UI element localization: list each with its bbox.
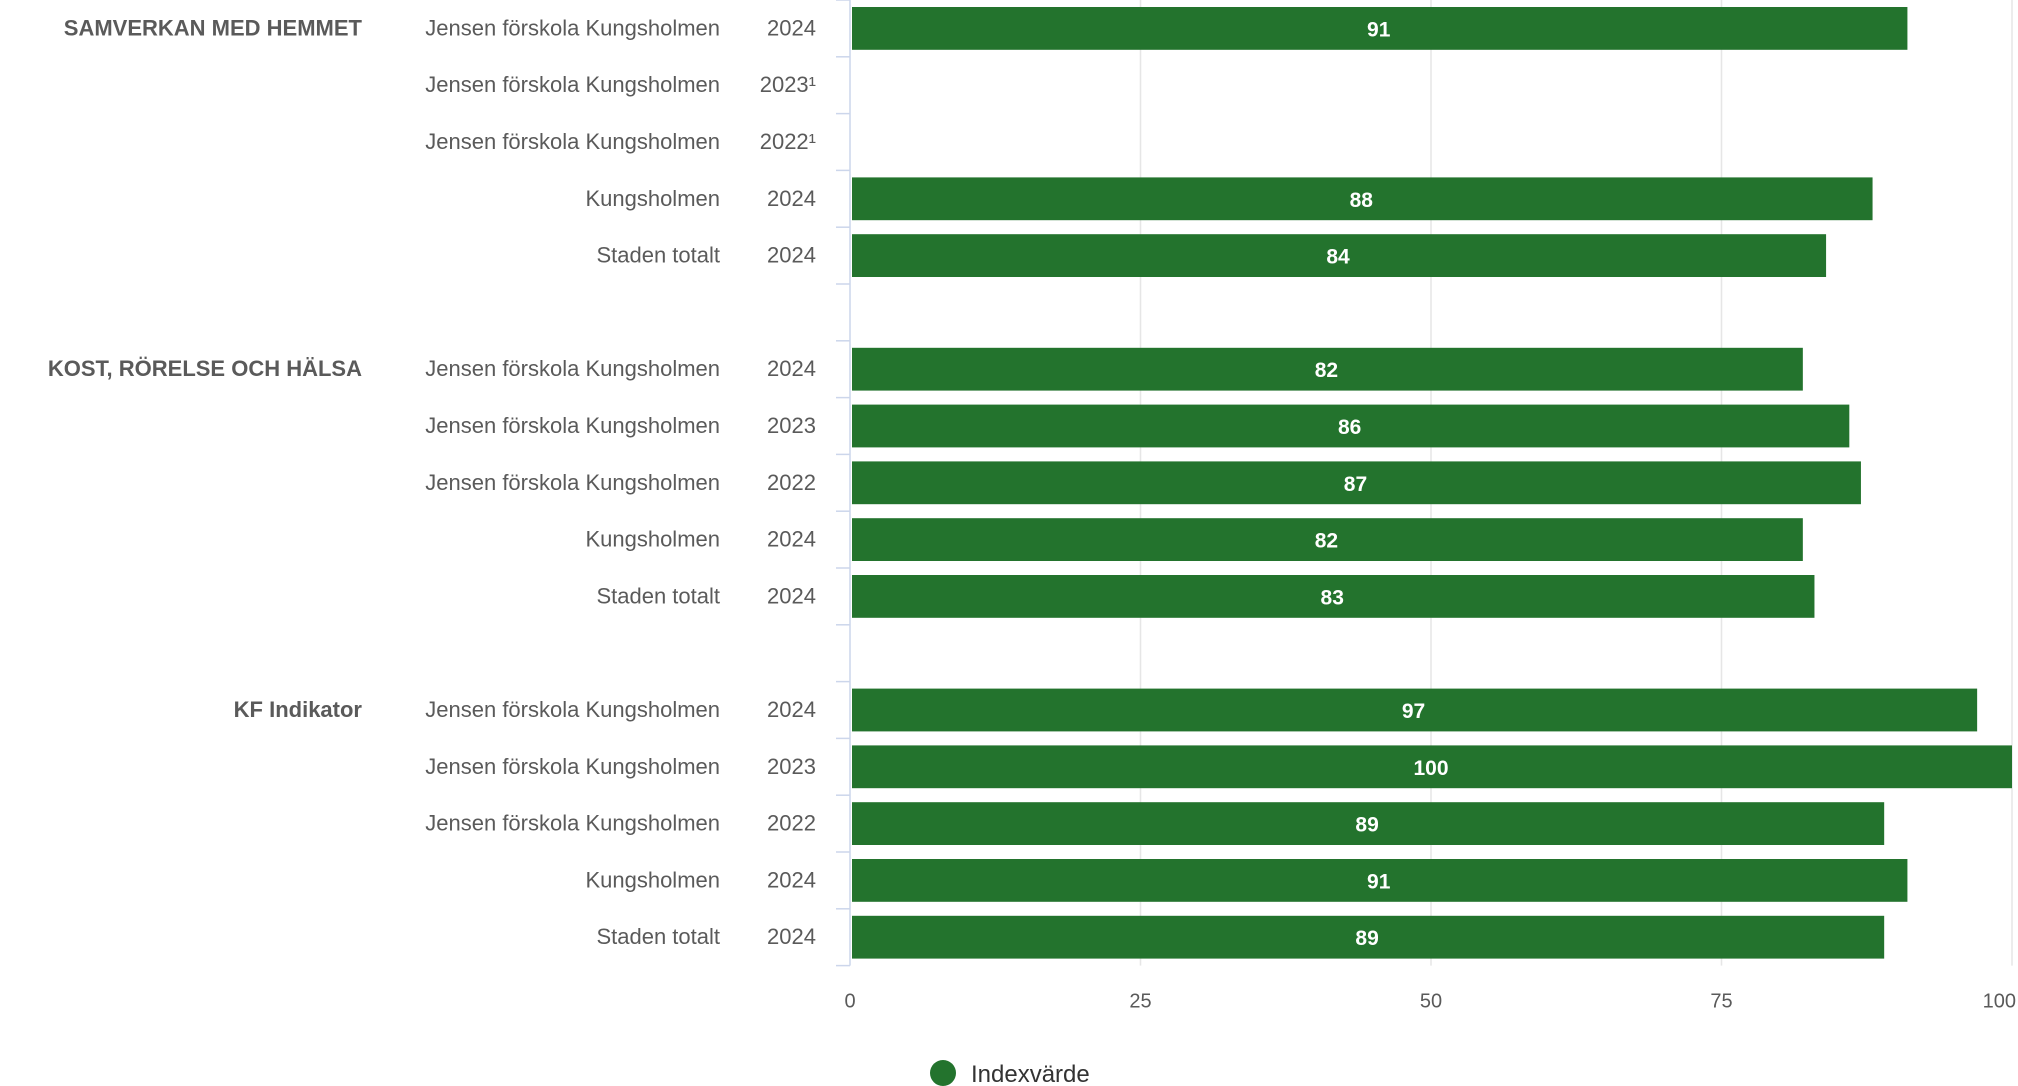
group-label: KOST, RÖRELSE OCH HÄLSA [48, 356, 362, 381]
category-label: Kungsholmen [585, 186, 720, 211]
category-label: Staden totalt [596, 243, 720, 268]
year-label: 2023 [767, 413, 816, 438]
x-axis-ticks: 0 25 50 75 100 [844, 991, 2016, 1013]
category-label: Staden totalt [596, 583, 720, 608]
year-label: 2023 [767, 754, 816, 779]
group-label: KF Indikator [234, 697, 363, 722]
data-label: 84 [1326, 246, 1350, 269]
bar[interactable] [852, 575, 1815, 618]
category-label: Jensen förskola Kungsholmen [425, 697, 720, 722]
category-label: Jensen förskola Kungsholmen [425, 413, 720, 438]
legend-label[interactable]: Indexvärde [971, 1061, 1090, 1086]
year-label: 2024 [767, 527, 816, 552]
year-label: 2024 [767, 924, 816, 949]
data-label: 82 [1315, 530, 1338, 553]
data-label: 100 [1413, 757, 1448, 780]
category-label: Staden totalt [596, 924, 720, 949]
category-label: Kungsholmen [585, 527, 720, 552]
category-labels: 2024 Jensen förskola Kungsholmen SAMVERKAN… [48, 15, 816, 949]
bar[interactable] [852, 177, 1873, 221]
data-label: 88 [1350, 189, 1374, 212]
bar[interactable] [852, 347, 1803, 391]
data-label: 82 [1315, 359, 1338, 382]
tick-label: 50 [1420, 991, 1442, 1013]
year-label: 2024 [767, 356, 816, 381]
data-label: 87 [1344, 473, 1367, 496]
year-label: 2024 [767, 867, 816, 892]
year-label: 2022¹ [760, 129, 816, 154]
data-label: 91 [1367, 870, 1391, 893]
category-label: Jensen förskola Kungsholmen [425, 15, 720, 40]
legend-marker[interactable] [930, 1060, 956, 1086]
bar[interactable] [852, 234, 1827, 277]
bar[interactable] [852, 404, 1850, 448]
bar[interactable] [852, 7, 1908, 50]
data-label: 91 [1367, 18, 1391, 41]
data-label: 89 [1355, 814, 1378, 837]
data-label: 83 [1321, 586, 1344, 609]
category-label: Jensen förskola Kungsholmen [425, 356, 720, 381]
category-label: Jensen förskola Kungsholmen [425, 129, 720, 154]
bar[interactable] [852, 688, 1978, 732]
bar[interactable] [852, 915, 1885, 959]
year-label: 2024 [767, 243, 816, 268]
bar[interactable] [852, 461, 1861, 505]
bars: 91 88 84 82 86 87 82 83 97 100 89 91 89 [852, 7, 2012, 959]
tick-label: 100 [1983, 991, 2016, 1013]
legend[interactable]: Indexvärde [930, 1060, 1090, 1086]
year-label: 2022 [767, 470, 816, 495]
year-label: 2022 [767, 811, 816, 836]
group-label: SAMVERKAN MED HEMMET [64, 15, 363, 40]
tick-label: 0 [844, 991, 855, 1013]
category-label: Jensen förskola Kungsholmen [425, 72, 720, 97]
year-label: 2024 [767, 186, 816, 211]
year-label: 2023¹ [760, 72, 816, 97]
bar[interactable] [852, 518, 1803, 561]
tick-label: 75 [1710, 991, 1732, 1013]
bar[interactable] [852, 802, 1885, 845]
year-label: 2024 [767, 15, 816, 40]
category-label: Jensen förskola Kungsholmen [425, 754, 720, 779]
bar[interactable] [852, 859, 1908, 902]
bar[interactable] [852, 745, 2012, 789]
year-label: 2024 [767, 583, 816, 608]
data-label: 89 [1355, 927, 1378, 950]
year-label: 2024 [767, 697, 816, 722]
category-axis [836, 0, 851, 967]
category-label: Kungsholmen [585, 867, 720, 892]
category-label: Jensen förskola Kungsholmen [425, 811, 720, 836]
data-label: 86 [1338, 416, 1361, 439]
category-label: Jensen förskola Kungsholmen [425, 470, 720, 495]
tick-label: 25 [1129, 991, 1151, 1013]
data-label: 97 [1402, 700, 1425, 723]
